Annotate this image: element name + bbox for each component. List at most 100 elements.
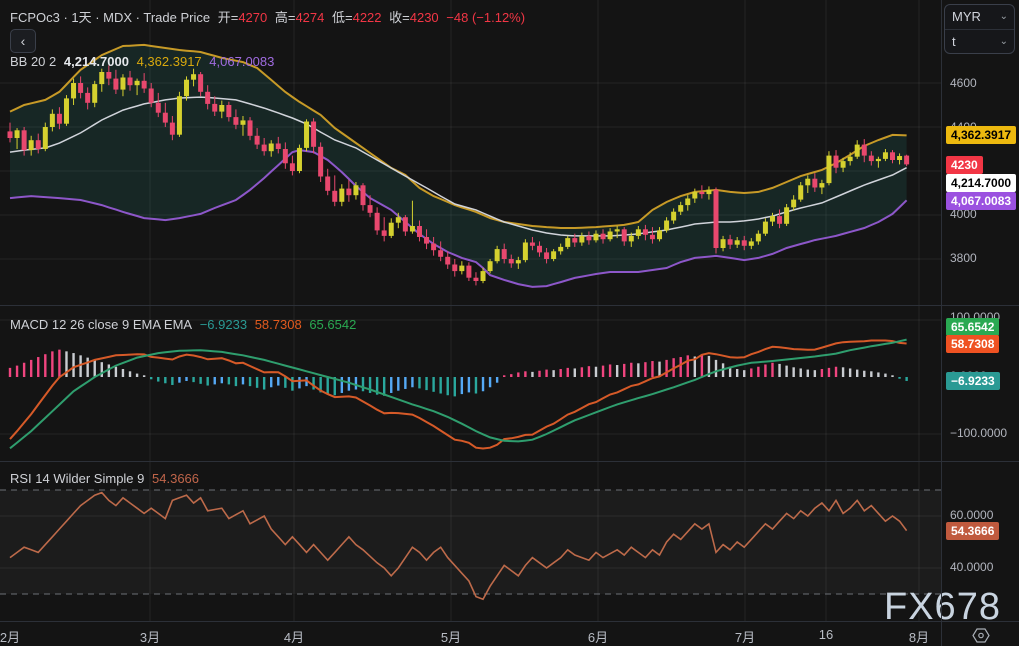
currency-dropdown[interactable]: MYR ⌄	[945, 5, 1014, 29]
macd-hist-bar	[488, 377, 492, 388]
candle-body	[240, 120, 246, 125]
back-button[interactable]: ‹	[10, 29, 36, 53]
candle-body	[649, 234, 655, 240]
macd-hist-bar	[397, 377, 400, 391]
candle-body	[812, 178, 818, 188]
time-axis[interactable]: 2月 3月 4月 5月 6月 7月 16 8月	[0, 622, 1019, 646]
macd-hist-bar	[192, 377, 195, 383]
macd-hist-bar	[566, 367, 569, 377]
candle-body	[671, 211, 677, 221]
macd-hist-bar	[79, 355, 82, 377]
axis-separator-horizontal	[0, 621, 1019, 622]
symbol-title[interactable]: FCPOc3 · 1天 · MDX · Trade Price	[10, 10, 211, 25]
candle-body	[734, 240, 740, 245]
macd-hist-bar	[820, 369, 824, 377]
rsi-legend[interactable]: RSI 14 Wilder Simple 9 54.3666	[10, 471, 203, 486]
symbol-legend[interactable]: FCPOc3 · 1天 · MDX · Trade Price 开=4270 高…	[10, 7, 529, 26]
timezone-settings-icon[interactable]	[972, 628, 990, 646]
macd-hist-bar	[206, 377, 209, 386]
candle-body	[92, 84, 98, 103]
macd-hist-bar	[213, 377, 216, 385]
candle-body	[318, 146, 324, 177]
macd-hist-bar	[651, 361, 654, 377]
macd-hist-bar	[686, 355, 689, 377]
open-label: 开=	[217, 10, 239, 25]
time-tick: 16	[818, 627, 834, 642]
macd-legend[interactable]: MACD 12 26 close 9 EMA EMA −6.9233 58.73…	[10, 317, 360, 332]
bb-label[interactable]: BB 20 2	[10, 54, 57, 69]
macd-hist-bar	[72, 353, 75, 377]
candle-body	[99, 72, 105, 85]
candle-body	[875, 158, 881, 162]
candle-body	[162, 112, 168, 123]
candle-body	[127, 77, 133, 86]
pane-separator-macd[interactable]	[0, 305, 1019, 306]
macd-hist-bar	[884, 373, 887, 377]
candle-body	[833, 155, 839, 168]
candle-body	[614, 229, 620, 232]
candle-body	[416, 226, 422, 237]
candle-body	[233, 117, 239, 125]
candle-body	[191, 74, 197, 80]
rsi-label[interactable]: RSI 14 Wilder Simple 9	[10, 471, 145, 486]
bb-legend[interactable]: BB 20 2 4,214.7000 4,362.3917 4,067.0083	[10, 54, 278, 69]
macd-hist-bar	[841, 367, 845, 377]
candle-body	[409, 226, 415, 232]
candle-body	[544, 252, 550, 259]
candle-body	[325, 176, 331, 191]
macd-hist-bar	[870, 371, 873, 377]
macd-hist-bar	[735, 369, 739, 377]
candle-body	[346, 188, 352, 196]
candle-body	[664, 220, 670, 231]
macd-hist-bar	[284, 377, 287, 388]
candle-body	[459, 265, 465, 272]
macd-hist-bar	[340, 377, 344, 393]
macd-hist-bar	[594, 366, 598, 377]
macd-hist-bar	[93, 359, 96, 377]
macd-signal-line	[9, 338, 907, 450]
macd-hist-bar	[848, 368, 852, 377]
macd-hist-bar	[750, 368, 753, 377]
price-badge: 54.3666	[946, 522, 1000, 540]
candle-body	[381, 230, 387, 236]
candle-body	[402, 217, 408, 232]
macd-hist-bar	[891, 375, 894, 377]
candle-body	[332, 190, 338, 202]
chart-canvas[interactable]	[0, 0, 941, 621]
macd-hist-bar	[234, 377, 238, 387]
candle-body	[212, 103, 218, 112]
candle-body	[678, 205, 684, 212]
candle-body	[113, 78, 119, 90]
candle-body	[28, 140, 34, 151]
macd-hist-bar	[623, 363, 626, 377]
axis-tick: 40.0000	[950, 560, 994, 574]
macd-hist-bar	[128, 371, 132, 377]
macd-hist-bar	[785, 365, 788, 377]
macd-hist-bar	[615, 365, 619, 377]
macd-hist-bar	[326, 377, 329, 395]
price-axis[interactable]: 4600440040003800100.00000.0000−100.00006…	[942, 0, 1019, 621]
macd-hist-bar	[453, 377, 456, 397]
macd-hist-bar	[164, 377, 167, 384]
macd-label[interactable]: MACD 12 26 close 9 EMA EMA	[10, 317, 193, 332]
macd-hist-bar	[227, 377, 231, 385]
candle-body	[692, 191, 698, 199]
candle-body	[699, 191, 705, 195]
candle-body	[558, 246, 564, 252]
candle-body	[755, 233, 761, 242]
candle-body	[261, 144, 267, 152]
macd-hist-bar	[905, 377, 908, 381]
candle-body	[769, 216, 775, 222]
low-value: 4222	[352, 10, 382, 25]
candle-body	[367, 205, 373, 213]
unit-dropdown[interactable]: t ⌄	[945, 29, 1014, 53]
candle-body	[304, 121, 310, 148]
candle-body	[600, 233, 606, 240]
close-value: 4230	[409, 10, 439, 25]
macd-hist-bar	[277, 377, 280, 386]
pane-separator-rsi[interactable]	[0, 461, 1019, 462]
macd-hist-bar	[178, 377, 181, 383]
macd-hist-bar	[665, 359, 668, 377]
candle-body	[14, 130, 20, 138]
candle-body	[586, 235, 592, 241]
